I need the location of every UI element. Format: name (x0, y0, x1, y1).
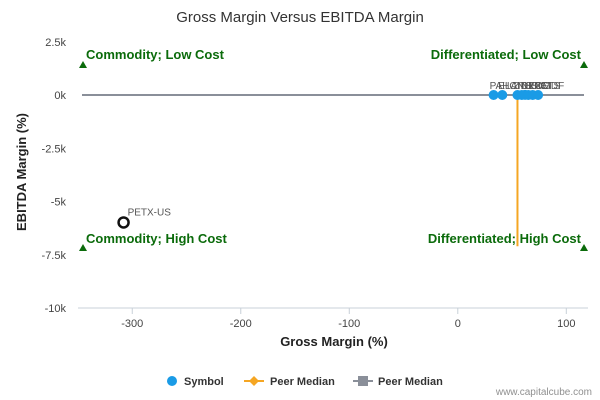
x-axis-ticks: -300 -200 -100 0 100 (121, 308, 575, 330)
symbol-point-label: ELAN (498, 81, 524, 92)
legend-item-symbol[interactable]: Symbol (167, 376, 224, 388)
x-tick-label: -300 (121, 318, 143, 330)
symbol-point[interactable] (533, 89, 544, 100)
quadrant-label-top-right: Differentiated; Low Cost (431, 47, 582, 62)
chart-title: Gross Margin Versus EBITDA Margin (176, 9, 424, 26)
x-tick-label: 0 (455, 318, 461, 330)
highlighted-point[interactable] (117, 216, 130, 229)
credit-text: www.capitalcube.com (495, 387, 592, 398)
legend-peer-median-horizontal-marker (358, 376, 368, 386)
symbol-point-label: PAHC (490, 81, 517, 92)
y-tick-label: -10k (45, 303, 67, 315)
quadrant-marker-bottom-left (79, 244, 87, 251)
x-tick-label: -200 (230, 318, 252, 330)
symbol-point-label: ZTS (513, 81, 532, 92)
quadrant-label-bottom-left: Commodity; High Cost (86, 231, 227, 246)
y-tick-label: 2.5k (45, 37, 66, 49)
peer-median-lines (82, 93, 584, 247)
x-tick-label: 100 (557, 318, 575, 330)
symbol-point-label: IDXX (518, 81, 542, 92)
legend-symbol-marker (167, 376, 177, 386)
symbol-point[interactable] (497, 89, 508, 100)
chart-legend[interactable]: Symbol Peer Median Peer Median (167, 376, 443, 388)
quadrant-marker-top-left (79, 61, 87, 68)
data-points (117, 89, 544, 229)
legend-item-peer-median-vertical[interactable]: Peer Median (244, 376, 335, 388)
y-tick-label: -2.5k (42, 143, 67, 155)
symbol-point-label: PETS (534, 81, 560, 92)
y-tick-label: -7.5k (42, 250, 67, 262)
y-tick-label: 0k (54, 90, 66, 102)
legend-peer-median-horizontal-label: Peer Median (378, 376, 443, 388)
y-axis-ticks: 2.5k 0k -2.5k -5k -7.5k -10k (42, 37, 67, 315)
y-tick-label: -5k (51, 197, 67, 209)
symbol-point-label: HSIC (524, 81, 548, 92)
quadrant-labels: Commodity; Low Cost Differentiated; Low … (79, 47, 588, 251)
symbol-point-label: NEOG (521, 81, 551, 92)
x-axis-title: Gross Margin (%) (280, 334, 388, 349)
quadrant-label-top-left: Commodity; Low Cost (86, 47, 225, 62)
quadrant-marker-bottom-right (580, 244, 588, 251)
legend-peer-median-vertical-marker (249, 376, 259, 386)
legend-peer-median-vertical-label: Peer Median (270, 376, 335, 388)
legend-symbol-label: Symbol (184, 376, 224, 388)
symbol-point-label: ZOMDF (529, 81, 565, 92)
legend-item-peer-median-horizontal[interactable]: Peer Median (353, 376, 443, 388)
quadrant-label-bottom-right: Differentiated; High Cost (428, 231, 582, 246)
highlighted-point-label: PETX-US (128, 207, 172, 218)
y-axis-title: EBITDA Margin (%) (14, 113, 29, 231)
symbol-point[interactable] (488, 89, 499, 100)
x-tick-label: -100 (338, 318, 360, 330)
quadrant-marker-top-right (580, 61, 588, 68)
